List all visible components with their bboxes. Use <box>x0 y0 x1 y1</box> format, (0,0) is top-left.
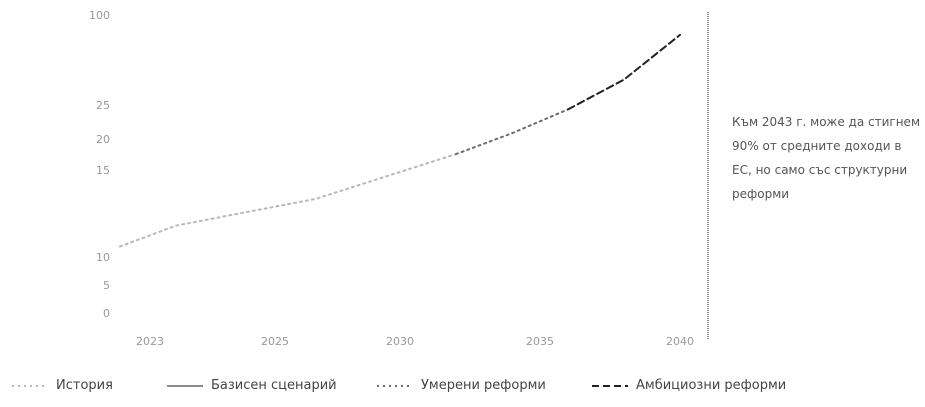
chart-legend: История Базисен сценарий Умерени реформи Ам… <box>0 378 925 400</box>
x-tick-label: 2030 <box>386 335 414 348</box>
legend-item: Умерени реформи <box>375 378 546 393</box>
plot-area <box>119 33 681 248</box>
legend-label: История <box>56 378 113 393</box>
series-line <box>455 108 569 156</box>
annotation-text: Към 2043 г. може да стигнем 90% от средн… <box>732 115 920 201</box>
legend-item: Базисен сценарий <box>165 378 337 393</box>
x-axis: 2023 2025 2030 2035 2040 <box>136 335 694 348</box>
series-line <box>119 153 457 248</box>
y-tick-label: 20 <box>96 133 110 146</box>
y-tick-label: 100 <box>89 9 110 22</box>
y-tick-label: 5 <box>103 279 110 292</box>
y-tick-label: 10 <box>96 251 110 264</box>
legend-swatch <box>12 384 48 387</box>
x-tick-label: 2035 <box>526 335 554 348</box>
x-tick-label: 2040 <box>666 335 694 348</box>
y-tick-label: 0 <box>103 307 110 320</box>
y-tick-label: 25 <box>96 99 110 112</box>
line-chart: 100 25 20 15 10 5 0 2023 2025 2030 2035 2040 <box>89 9 709 348</box>
legend-swatch <box>167 384 203 387</box>
series-line <box>567 33 681 111</box>
x-tick-label: 2023 <box>136 335 164 348</box>
legend-label: Амбициозни реформи <box>636 378 787 393</box>
legend-item: Амбициозни реформи <box>590 378 786 393</box>
legend-item: История <box>10 378 113 393</box>
legend-swatch <box>377 384 413 387</box>
legend-label: Базисен сценарий <box>211 378 337 393</box>
legend-swatch <box>592 384 628 387</box>
y-axis: 100 25 20 15 10 5 0 <box>89 9 110 320</box>
legend-label: Умерени реформи <box>421 378 546 393</box>
x-tick-label: 2025 <box>261 335 289 348</box>
y-tick-label: 15 <box>96 164 110 177</box>
